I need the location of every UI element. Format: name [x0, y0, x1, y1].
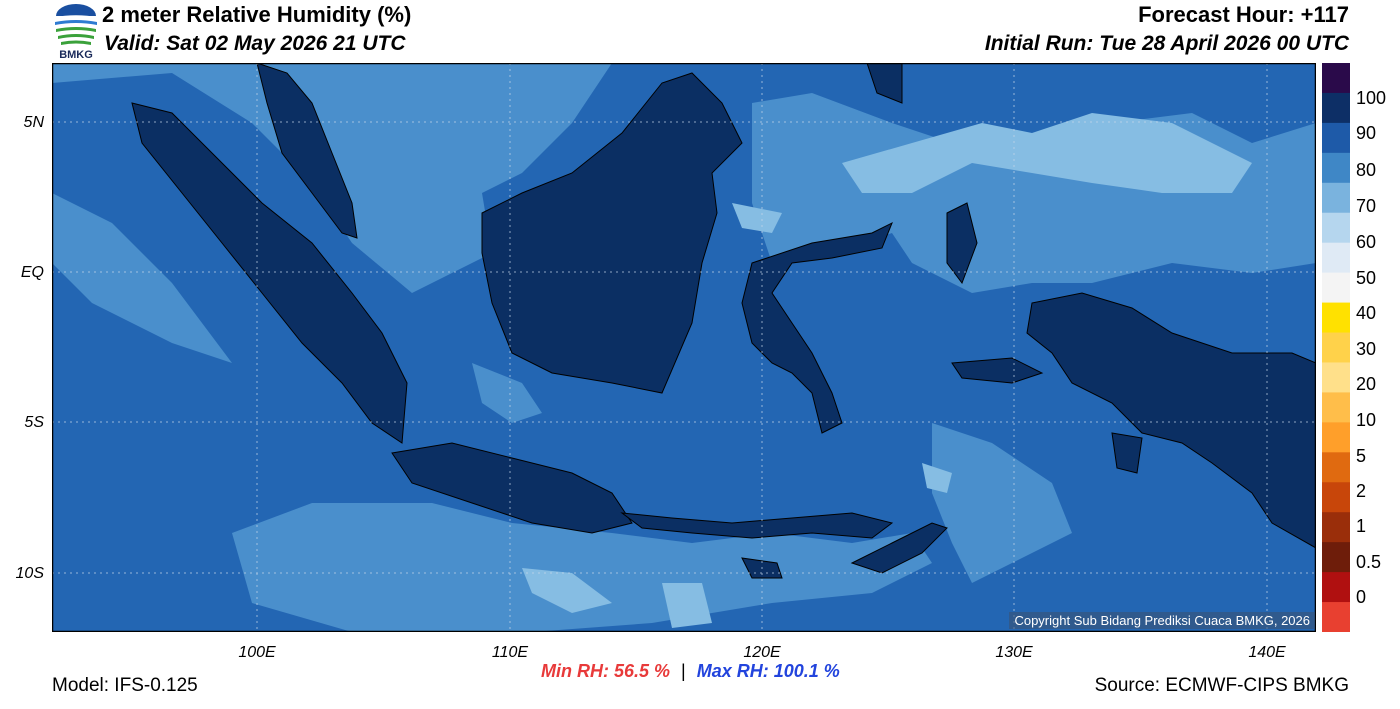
lat-label-10s: 10S: [15, 565, 44, 582]
colorbar-label-90: 90: [1356, 123, 1377, 143]
humidity-map: [52, 63, 1316, 632]
colorbar-swatch: [1322, 152, 1350, 184]
lon-label-130e: 130E: [995, 644, 1033, 661]
colorbar-swatch: [1322, 482, 1350, 513]
initial-run: Initial Run: Tue 28 April 2026 00 UTC: [984, 32, 1349, 55]
stats-separator: |: [681, 661, 686, 681]
model-name: Model: IFS-0.125: [52, 675, 198, 696]
copyright-notice: Copyright Sub Bidang Prediksi Cuaca BMKG…: [1009, 612, 1315, 629]
colorbar-label-5: 5: [1356, 446, 1367, 466]
malay-peninsula: [256, 63, 358, 239]
min-rh: Min RH: 56.5 %: [541, 661, 671, 681]
seram: [951, 357, 1044, 384]
lon-label-120e: 120E: [743, 644, 781, 661]
colorbar-swatch: [1322, 392, 1350, 423]
colorbar-label-2: 2: [1356, 481, 1367, 501]
max-rh: Max RH: 100.1 %: [696, 661, 840, 681]
humidity-zones-70: [522, 113, 1252, 628]
data-source: Source: ECMWF-CIPS BMKG: [1094, 675, 1349, 696]
colorbar-swatch: [1322, 362, 1350, 393]
colorbar-swatch: [1322, 182, 1350, 214]
colorbar-swatch: [1322, 452, 1350, 483]
borneo: [481, 72, 743, 394]
land-masses: [131, 63, 1316, 579]
colorbar-swatch: [1322, 272, 1350, 304]
colorbar-swatch: [1322, 602, 1350, 632]
colorbar-swatch: [1322, 332, 1350, 363]
colorbar-swatch: [1322, 572, 1350, 603]
halmahera: [946, 202, 978, 285]
colorbar-swatch: [1322, 63, 1350, 94]
lat-label-eq: EQ: [20, 264, 44, 281]
lat-label-5s: 5S: [24, 414, 44, 431]
forecast-hour: Forecast Hour: +117: [1138, 2, 1349, 27]
colorbar-swatch: [1322, 542, 1350, 573]
colorbar-swatch: [1322, 122, 1350, 154]
aru-islands: [1111, 432, 1143, 474]
map-title: 2 meter Relative Humidity (%): [102, 2, 412, 27]
rh-stats: Min RH: 56.5 % | Max RH: 100.1 %: [541, 661, 840, 682]
colorbar-swatch: [1322, 302, 1350, 334]
colorbar-label-30: 30: [1356, 339, 1377, 359]
logo-text: BMKG: [59, 49, 93, 60]
colorbar-swatch: [1322, 92, 1350, 124]
sumatra: [131, 102, 408, 444]
lat-label-5n: 5N: [23, 114, 44, 131]
lon-label-110e: 110E: [491, 644, 529, 661]
valid-time: Valid: Sat 02 May 2026 21 UTC: [104, 32, 406, 55]
colorbar-label-1: 1: [1356, 516, 1367, 536]
colorbar-label-60: 60: [1356, 232, 1377, 252]
colorbar-label-20: 20: [1356, 374, 1377, 394]
graticule: [52, 63, 1316, 632]
lesser-sunda: [620, 512, 894, 539]
colorbar-swatch: [1322, 512, 1350, 543]
mindanao: [866, 63, 903, 104]
colorbar: [1322, 63, 1350, 632]
colorbar-label-100: 100: [1356, 88, 1387, 108]
colorbar-label-40: 40: [1356, 303, 1377, 323]
bmkg-logo: BMKG: [53, 4, 99, 60]
colorbar-label-50: 50: [1356, 268, 1377, 288]
lon-label-140e: 140E: [1248, 644, 1286, 661]
colorbar-label-0-5: 0.5: [1356, 552, 1382, 572]
colorbar-label-80: 80: [1356, 160, 1377, 180]
colorbar-swatch: [1322, 212, 1350, 244]
sulawesi: [741, 221, 893, 434]
papua: [1026, 292, 1316, 549]
java: [391, 442, 633, 534]
colorbar-label-0: 0: [1356, 587, 1367, 607]
colorbar-label-70: 70: [1356, 196, 1377, 216]
colorbar-swatch: [1322, 242, 1350, 274]
lon-label-100e: 100E: [238, 644, 276, 661]
colorbar-label-10: 10: [1356, 410, 1377, 430]
colorbar-swatch: [1322, 422, 1350, 453]
